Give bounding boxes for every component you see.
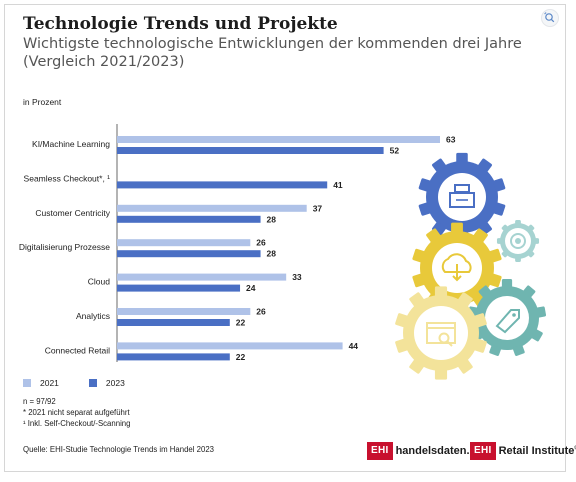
- footnote-star: * 2021 nicht separat aufgeführt: [23, 408, 130, 417]
- legend: 2021 2023: [23, 378, 125, 388]
- gear-browser-search-icon: [395, 286, 487, 380]
- gear-price-tag-icon: [467, 279, 547, 356]
- bar-2021: [117, 308, 251, 315]
- bar-2021: [117, 204, 307, 212]
- value-label-2023: 41: [333, 180, 343, 190]
- bar-2023: [117, 181, 328, 189]
- value-label-2021: 33: [292, 272, 302, 282]
- value-label-2021: 26: [256, 307, 266, 317]
- value-label-2023: 28: [267, 249, 277, 259]
- chart-title: Technologie Trends und Projekte: [23, 14, 338, 34]
- legend-label-2021: 2021: [40, 378, 59, 388]
- bar-2021: [117, 342, 343, 350]
- bar-2023: [117, 319, 230, 326]
- bars-group: KI/Machine Learning 63 52 Seamless Checkout…: [19, 135, 456, 362]
- bar-2023: [117, 250, 261, 258]
- footnotes: n = 97/92 * 2021 nicht separat aufgeführ…: [23, 396, 130, 429]
- unit-label: in Prozent: [23, 97, 62, 107]
- value-label-2023: 22: [236, 318, 246, 328]
- legend-swatch-2021: [23, 379, 31, 387]
- legend-label-2023: 2023: [105, 378, 125, 388]
- legend-item-2021: 2021: [23, 378, 59, 388]
- value-label-2023: 22: [236, 352, 246, 362]
- category-label: Customer Centricity: [35, 208, 110, 218]
- footnote-one: ¹ Inkl. Self-Checkout/-Scanning: [23, 419, 131, 428]
- legend-swatch-2023: [88, 379, 97, 387]
- bar-2023: [117, 147, 384, 154]
- gear-settings-icon: [496, 219, 540, 263]
- category-label: Analytics: [76, 311, 110, 321]
- legend-item-2023: 2023: [88, 378, 125, 388]
- bar-2021: [117, 273, 287, 281]
- source-note: Quelle: EHI-Studie Technologie Trends im…: [23, 445, 214, 454]
- value-label-2023: 24: [246, 283, 256, 293]
- value-label-2021: 44: [349, 341, 359, 351]
- retail-institute-text: Retail Institute®: [499, 445, 576, 457]
- ehi-logo-box: EHI: [367, 442, 393, 460]
- category-label: Connected Retail: [45, 345, 110, 355]
- value-label-2021: 37: [313, 203, 323, 213]
- sample-size-note: n = 97/92: [23, 397, 56, 406]
- category-label: Cloud: [88, 277, 110, 287]
- value-label-2023: 28: [267, 214, 277, 224]
- bar-2023: [117, 215, 261, 223]
- bar-2023: [117, 353, 230, 361]
- zoom-button[interactable]: [541, 9, 559, 27]
- zoom-icon: [544, 12, 555, 23]
- handelsdaten-logo[interactable]: EHI handelsdaten.de: [367, 441, 482, 461]
- bar-2021: [117, 239, 251, 247]
- registered-mark: ®: [574, 445, 576, 451]
- ehi-logo-box-2: EHI: [470, 442, 496, 460]
- value-label-2021: 63: [446, 135, 456, 145]
- retail-institute-label: Retail Institute: [498, 445, 575, 457]
- value-label-2021: 26: [256, 238, 266, 248]
- bar-2023: [117, 284, 241, 292]
- handelsdaten-text: handelsdaten.de: [395, 445, 483, 457]
- category-label: Digitalisierung Prozesse: [19, 242, 110, 252]
- category-label: Seamless Checkout*, ¹: [24, 173, 111, 183]
- category-label: KI/Machine Learning: [32, 139, 110, 149]
- value-label-2023: 52: [390, 146, 400, 156]
- chart-subtitle: Wichtigste technologische Entwicklungen …: [23, 36, 522, 70]
- ehi-retail-institute-logo[interactable]: EHI Retail Institute®: [470, 441, 576, 461]
- bar-2021: [117, 136, 440, 143]
- gear-cash-register-icon: [418, 152, 506, 242]
